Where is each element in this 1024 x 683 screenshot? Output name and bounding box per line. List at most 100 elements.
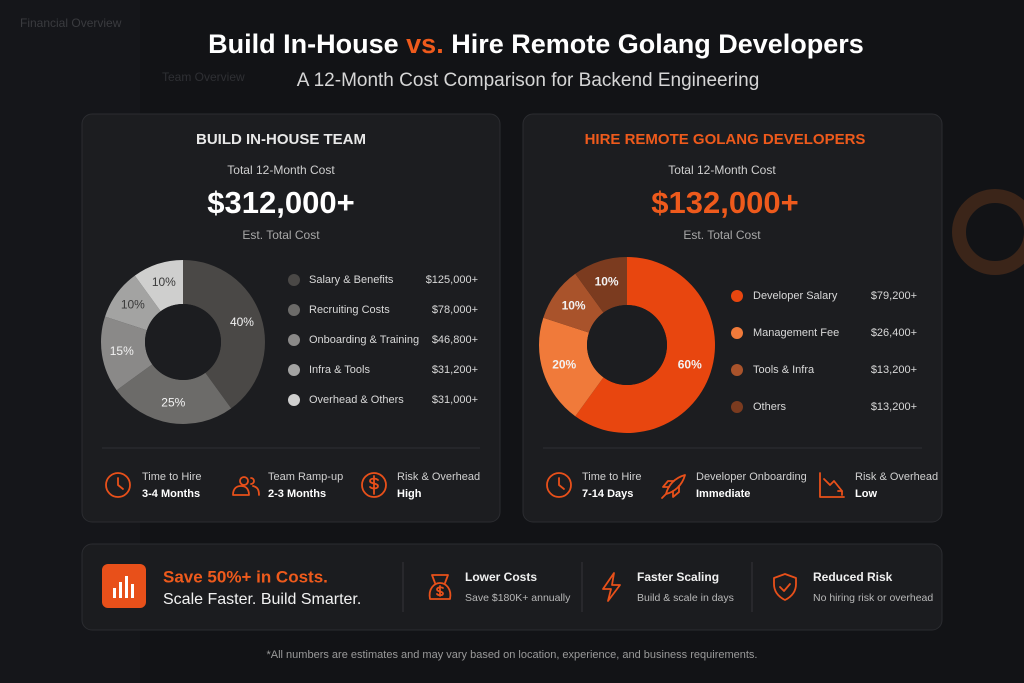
donut-slice <box>116 364 232 424</box>
donut-hole <box>587 305 667 385</box>
slice-label: 10% <box>121 298 145 312</box>
legend-dot <box>731 401 743 413</box>
legend-label: Onboarding & Training <box>309 334 419 346</box>
card-title: BUILD IN-HOUSE TEAM <box>196 131 366 148</box>
faded-ring <box>952 189 1024 275</box>
title-part: vs. <box>406 29 444 59</box>
slice-label: 10% <box>595 274 619 288</box>
donut-slice <box>575 257 627 313</box>
total: $132,000+ <box>651 185 798 220</box>
total-note: Est. Total Cost <box>683 228 761 242</box>
legend-dot <box>731 364 743 376</box>
donut-slice <box>543 273 604 333</box>
legend-dot <box>288 334 300 346</box>
donut-slice <box>100 316 153 391</box>
legend-dot <box>288 364 300 376</box>
legend-amount: $31,200+ <box>432 364 478 376</box>
icon-part <box>602 572 621 602</box>
legend-label: Recruiting Costs <box>309 304 390 316</box>
total-note: Est. Total Cost <box>242 228 320 242</box>
stat-value: 2-3 Months <box>268 488 326 500</box>
icon-part <box>239 476 249 486</box>
slice-label: 10% <box>152 275 176 289</box>
title-part: Build In-House <box>208 29 406 59</box>
legend-amount: $46,800+ <box>432 334 478 346</box>
icon-part <box>823 478 843 492</box>
donut-slice <box>575 257 715 433</box>
feature-title: Faster Scaling <box>637 570 719 584</box>
icon <box>546 472 572 498</box>
icon-part <box>819 472 845 498</box>
slice-label: 60% <box>678 358 702 372</box>
title: Build In-House vs. Hire Remote Golang De… <box>208 29 864 59</box>
stat-label: Developer Onboarding <box>696 471 807 483</box>
icon-part <box>361 472 387 498</box>
icon <box>602 572 621 602</box>
legend-amount: $26,400+ <box>871 327 917 339</box>
icon-part <box>250 477 255 485</box>
stat-label: Time to Hire <box>582 471 642 483</box>
legend-amount: $13,200+ <box>871 364 917 376</box>
icon <box>819 472 845 498</box>
legend-label: Developer Salary <box>753 290 838 302</box>
legend-amount: $78,000+ <box>432 304 478 316</box>
feature-title: Lower Costs <box>465 570 537 584</box>
total: $312,000+ <box>207 185 354 220</box>
slice-label: 15% <box>110 344 134 358</box>
stat-value: Immediate <box>696 488 750 500</box>
icon-part <box>558 477 565 490</box>
total-label: Total 12-Month Cost <box>227 163 335 177</box>
legend-amount: $31,000+ <box>432 394 478 406</box>
feature-text: Save $180K+ annually <box>465 592 571 604</box>
icon-part <box>369 475 379 495</box>
feature-text: Build & scale in days <box>637 592 734 604</box>
icon-part <box>779 583 791 592</box>
icon-part <box>252 485 260 496</box>
icon <box>105 472 131 498</box>
icon-part <box>436 585 444 597</box>
legend-label: Management Fee <box>753 327 839 339</box>
icon <box>773 573 797 601</box>
icon-part <box>773 573 797 601</box>
legend-label: Others <box>753 401 787 413</box>
stat-label: Time to Hire <box>142 471 202 483</box>
icon-part <box>428 582 452 600</box>
slice-label: 40% <box>230 315 254 329</box>
legend-dot <box>288 304 300 316</box>
title-part: Hire Remote Golang Developers <box>444 29 864 59</box>
stat-label: Risk & Overhead <box>855 471 938 483</box>
stat-value: Low <box>855 488 877 500</box>
legend-amount: $125,000+ <box>426 274 478 286</box>
icon <box>232 476 260 496</box>
legend-amount: $79,200+ <box>871 290 917 302</box>
stat-label: Risk & Overhead <box>397 471 480 483</box>
banner-icon <box>102 564 146 608</box>
slice-label: 20% <box>552 358 576 372</box>
slice-label: 25% <box>161 395 185 409</box>
banner <box>81 543 943 631</box>
legend-label: Salary & Benefits <box>309 274 394 286</box>
feature-title: Reduced Risk <box>813 570 893 584</box>
icon-part <box>546 472 572 498</box>
legend-dot <box>731 327 743 339</box>
stat-label: Team Ramp-up <box>268 471 343 483</box>
legend-dot <box>731 290 743 302</box>
icon-part <box>431 574 449 584</box>
footnote: *All numbers are estimates and may vary … <box>267 649 758 661</box>
stat-value: 3-4 Months <box>142 488 200 500</box>
card-title: HIRE REMOTE GOLANG DEVELOPERS <box>585 131 866 148</box>
banner-tagline: Scale Faster. Build Smarter. <box>163 591 361 608</box>
icon-part <box>662 480 680 498</box>
legend-label: Tools & Infra <box>753 364 815 376</box>
icon <box>661 474 686 499</box>
stat-value: High <box>397 488 422 500</box>
legend-label: Overhead & Others <box>309 394 404 406</box>
slice-label: 10% <box>562 298 586 312</box>
total-label: Total 12-Month Cost <box>668 163 776 177</box>
icon-part <box>117 477 124 490</box>
legend-label: Infra & Tools <box>309 364 370 376</box>
subtitle: A 12-Month Cost Comparison for Backend E… <box>297 70 760 91</box>
legend-dot <box>288 274 300 286</box>
donut-slice <box>183 260 265 409</box>
